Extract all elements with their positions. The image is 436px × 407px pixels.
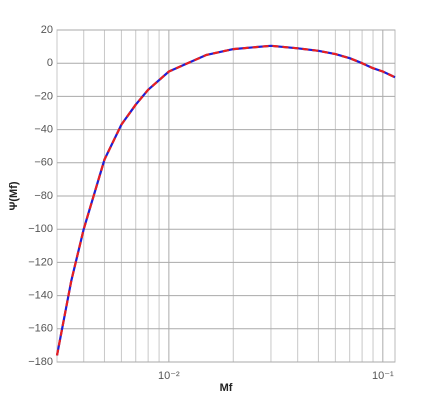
y-tick-label: −140 (28, 290, 53, 302)
y-tick-label: −160 (28, 323, 53, 335)
y-axis-label: Ψ(Mf) (8, 181, 20, 210)
y-tick-label: −60 (34, 157, 53, 169)
line-series (55, 44, 396, 356)
y-tick-label: 0 (47, 57, 53, 69)
x-tick-label: 10⁻² (158, 370, 180, 382)
x-axis-label: Mf (220, 382, 233, 394)
y-tick-label: −120 (28, 256, 53, 268)
y-tick-label: −180 (28, 356, 53, 368)
y-tick-label: −20 (34, 90, 53, 102)
y-tick-label: −40 (34, 124, 53, 136)
x-tick-label: 10⁻¹ (372, 370, 394, 382)
y-tick-label: 20 (41, 24, 53, 36)
y-tick-label: −80 (34, 190, 53, 202)
y-tick-label: −100 (28, 223, 53, 235)
